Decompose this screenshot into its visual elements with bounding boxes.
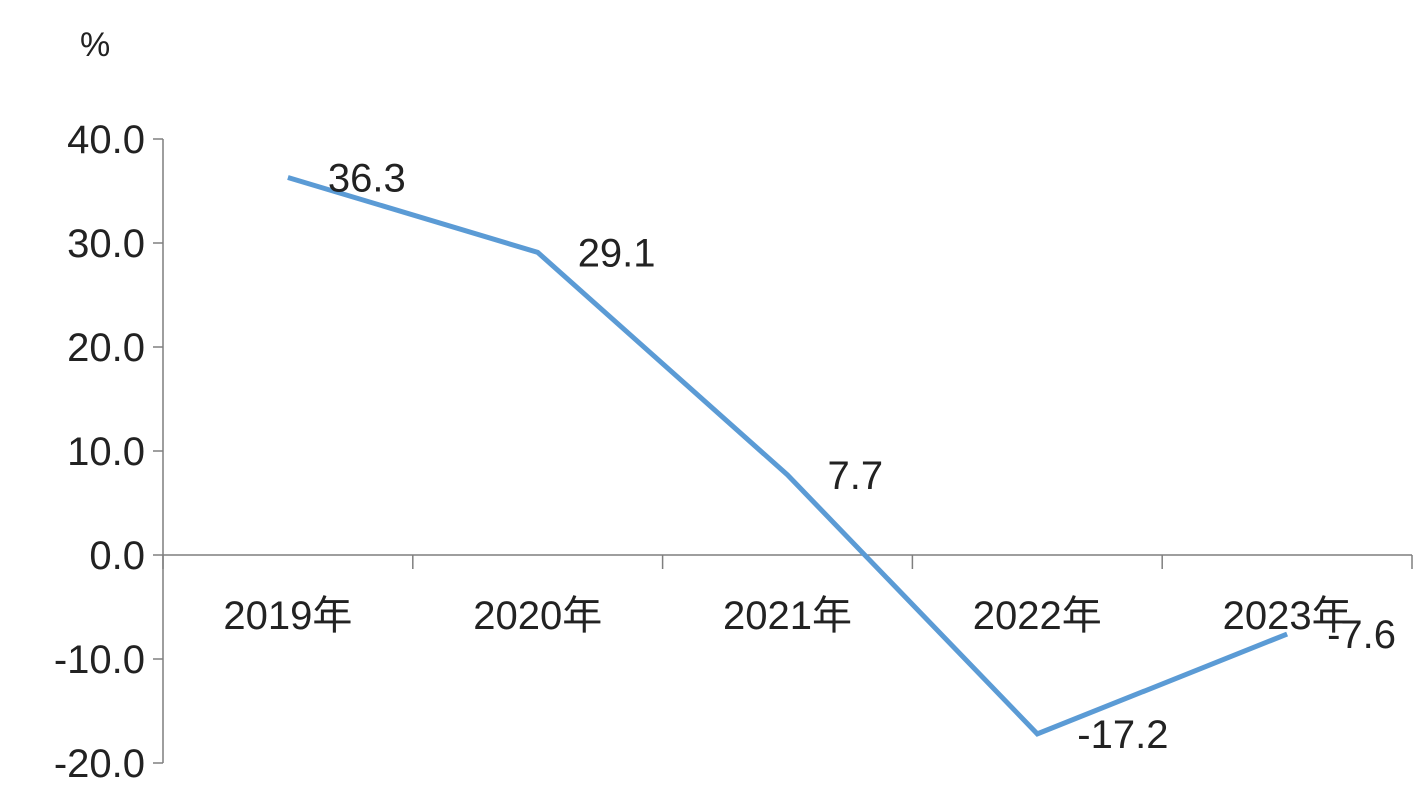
- y-tick-label: -20.0: [54, 742, 145, 786]
- y-tick-label: 30.0: [67, 222, 145, 266]
- x-tick-label: 2020年: [473, 594, 602, 638]
- y-tick-label: 0.0: [89, 534, 145, 578]
- y-axis: 40.0 30.0 20.0 10.0 0.0 -10.0 -20.0: [54, 118, 164, 786]
- x-tick-label: 2019年: [223, 594, 352, 638]
- data-label: 29.1: [578, 231, 656, 275]
- y-tick-label: 20.0: [67, 326, 145, 370]
- data-label: 7.7: [828, 454, 884, 498]
- series-line: [287, 175, 1289, 737]
- y-unit-label: %: [80, 26, 110, 64]
- y-tick-label: -10.0: [54, 638, 145, 682]
- data-labels: 36.3 29.1 7.7 -17.2 -7.6: [328, 156, 1396, 756]
- x-tick-label: 2021年: [723, 594, 852, 638]
- x-axis: 2019年 2020年 2021年 2022年 2023年: [162, 554, 1413, 638]
- x-tick-label: 2023年: [1223, 594, 1352, 638]
- data-label: -17.2: [1077, 713, 1168, 757]
- y-tick-label: 10.0: [67, 430, 145, 474]
- x-tick-label: 2022年: [973, 594, 1102, 638]
- series-group: [287, 175, 1289, 737]
- data-label: -7.6: [1327, 613, 1396, 657]
- data-label: 36.3: [328, 156, 406, 200]
- y-tick-label: 40.0: [67, 118, 145, 162]
